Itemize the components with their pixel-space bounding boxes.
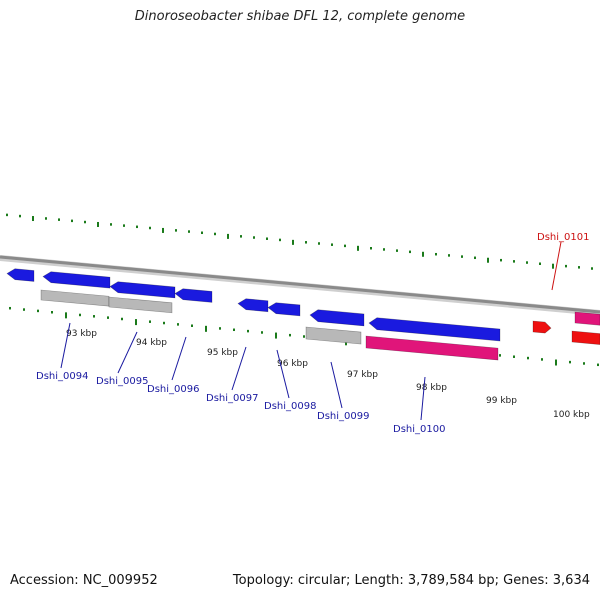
genome-title: Dinoroseobacter shibae DFL 12, complete … (134, 9, 466, 24)
gene-bar (305, 326, 362, 345)
gene-label: Dshi_0099 (317, 411, 369, 422)
tick-label: 96 kbp (277, 359, 308, 369)
tick-label: 97 kbp (347, 370, 378, 380)
gene-arrow (237, 298, 269, 313)
accession-text: Accession: NC_009952 (10, 573, 158, 588)
tick-label: 95 kbp (207, 348, 238, 358)
tick-label: 94 kbp (136, 338, 167, 348)
gene-arrow (532, 320, 552, 334)
callout-line (420, 376, 426, 421)
tick-label: 98 kbp (416, 383, 447, 393)
callout-line (171, 336, 187, 381)
gene-arrow (109, 281, 176, 299)
callout-line (60, 322, 71, 369)
genome-backbone-line (0, 255, 600, 314)
gene-arrow (174, 288, 213, 303)
inner-tick-ring (9, 306, 599, 367)
genome-summary-text: Topology: circular; Length: 3,789,584 bp… (232, 573, 590, 588)
gene-bar (365, 335, 499, 361)
callout-line (231, 346, 247, 391)
gene-label: Dshi_0100 (393, 424, 445, 435)
outer-tick-ring (6, 213, 593, 270)
gene-arrow (6, 268, 35, 282)
callout-line (117, 331, 138, 374)
tick-label: 100 kbp (553, 410, 590, 420)
gene-label: Dshi_0094 (36, 371, 88, 382)
gene-bar (40, 289, 110, 307)
gene-label: Dshi_0097 (206, 393, 258, 404)
feature-track (6, 268, 600, 361)
gene-label: Dshi_0095 (96, 376, 148, 387)
gene-label: Dshi_0101 (537, 232, 589, 243)
tick-labels: 93 kbp 94 kbp 95 kbp 96 kbp 97 kbp 98 kbp 99 k… (66, 329, 590, 420)
callout-line (330, 361, 343, 409)
gene-bar (571, 330, 600, 345)
tick-label: 99 kbp (486, 396, 517, 406)
gene-label: Dshi_0096 (147, 384, 199, 395)
gene-arrow (368, 317, 501, 342)
gene-arrow (309, 309, 365, 327)
gene-bar (108, 296, 173, 314)
callout-line (276, 349, 290, 399)
gene-arrow (42, 271, 111, 289)
tick-label: 93 kbp (66, 329, 97, 339)
callout-line (551, 241, 562, 291)
gene-arrow (267, 302, 301, 317)
gene-arrow (574, 311, 600, 326)
gene-label: Dshi_0098 (264, 401, 316, 412)
